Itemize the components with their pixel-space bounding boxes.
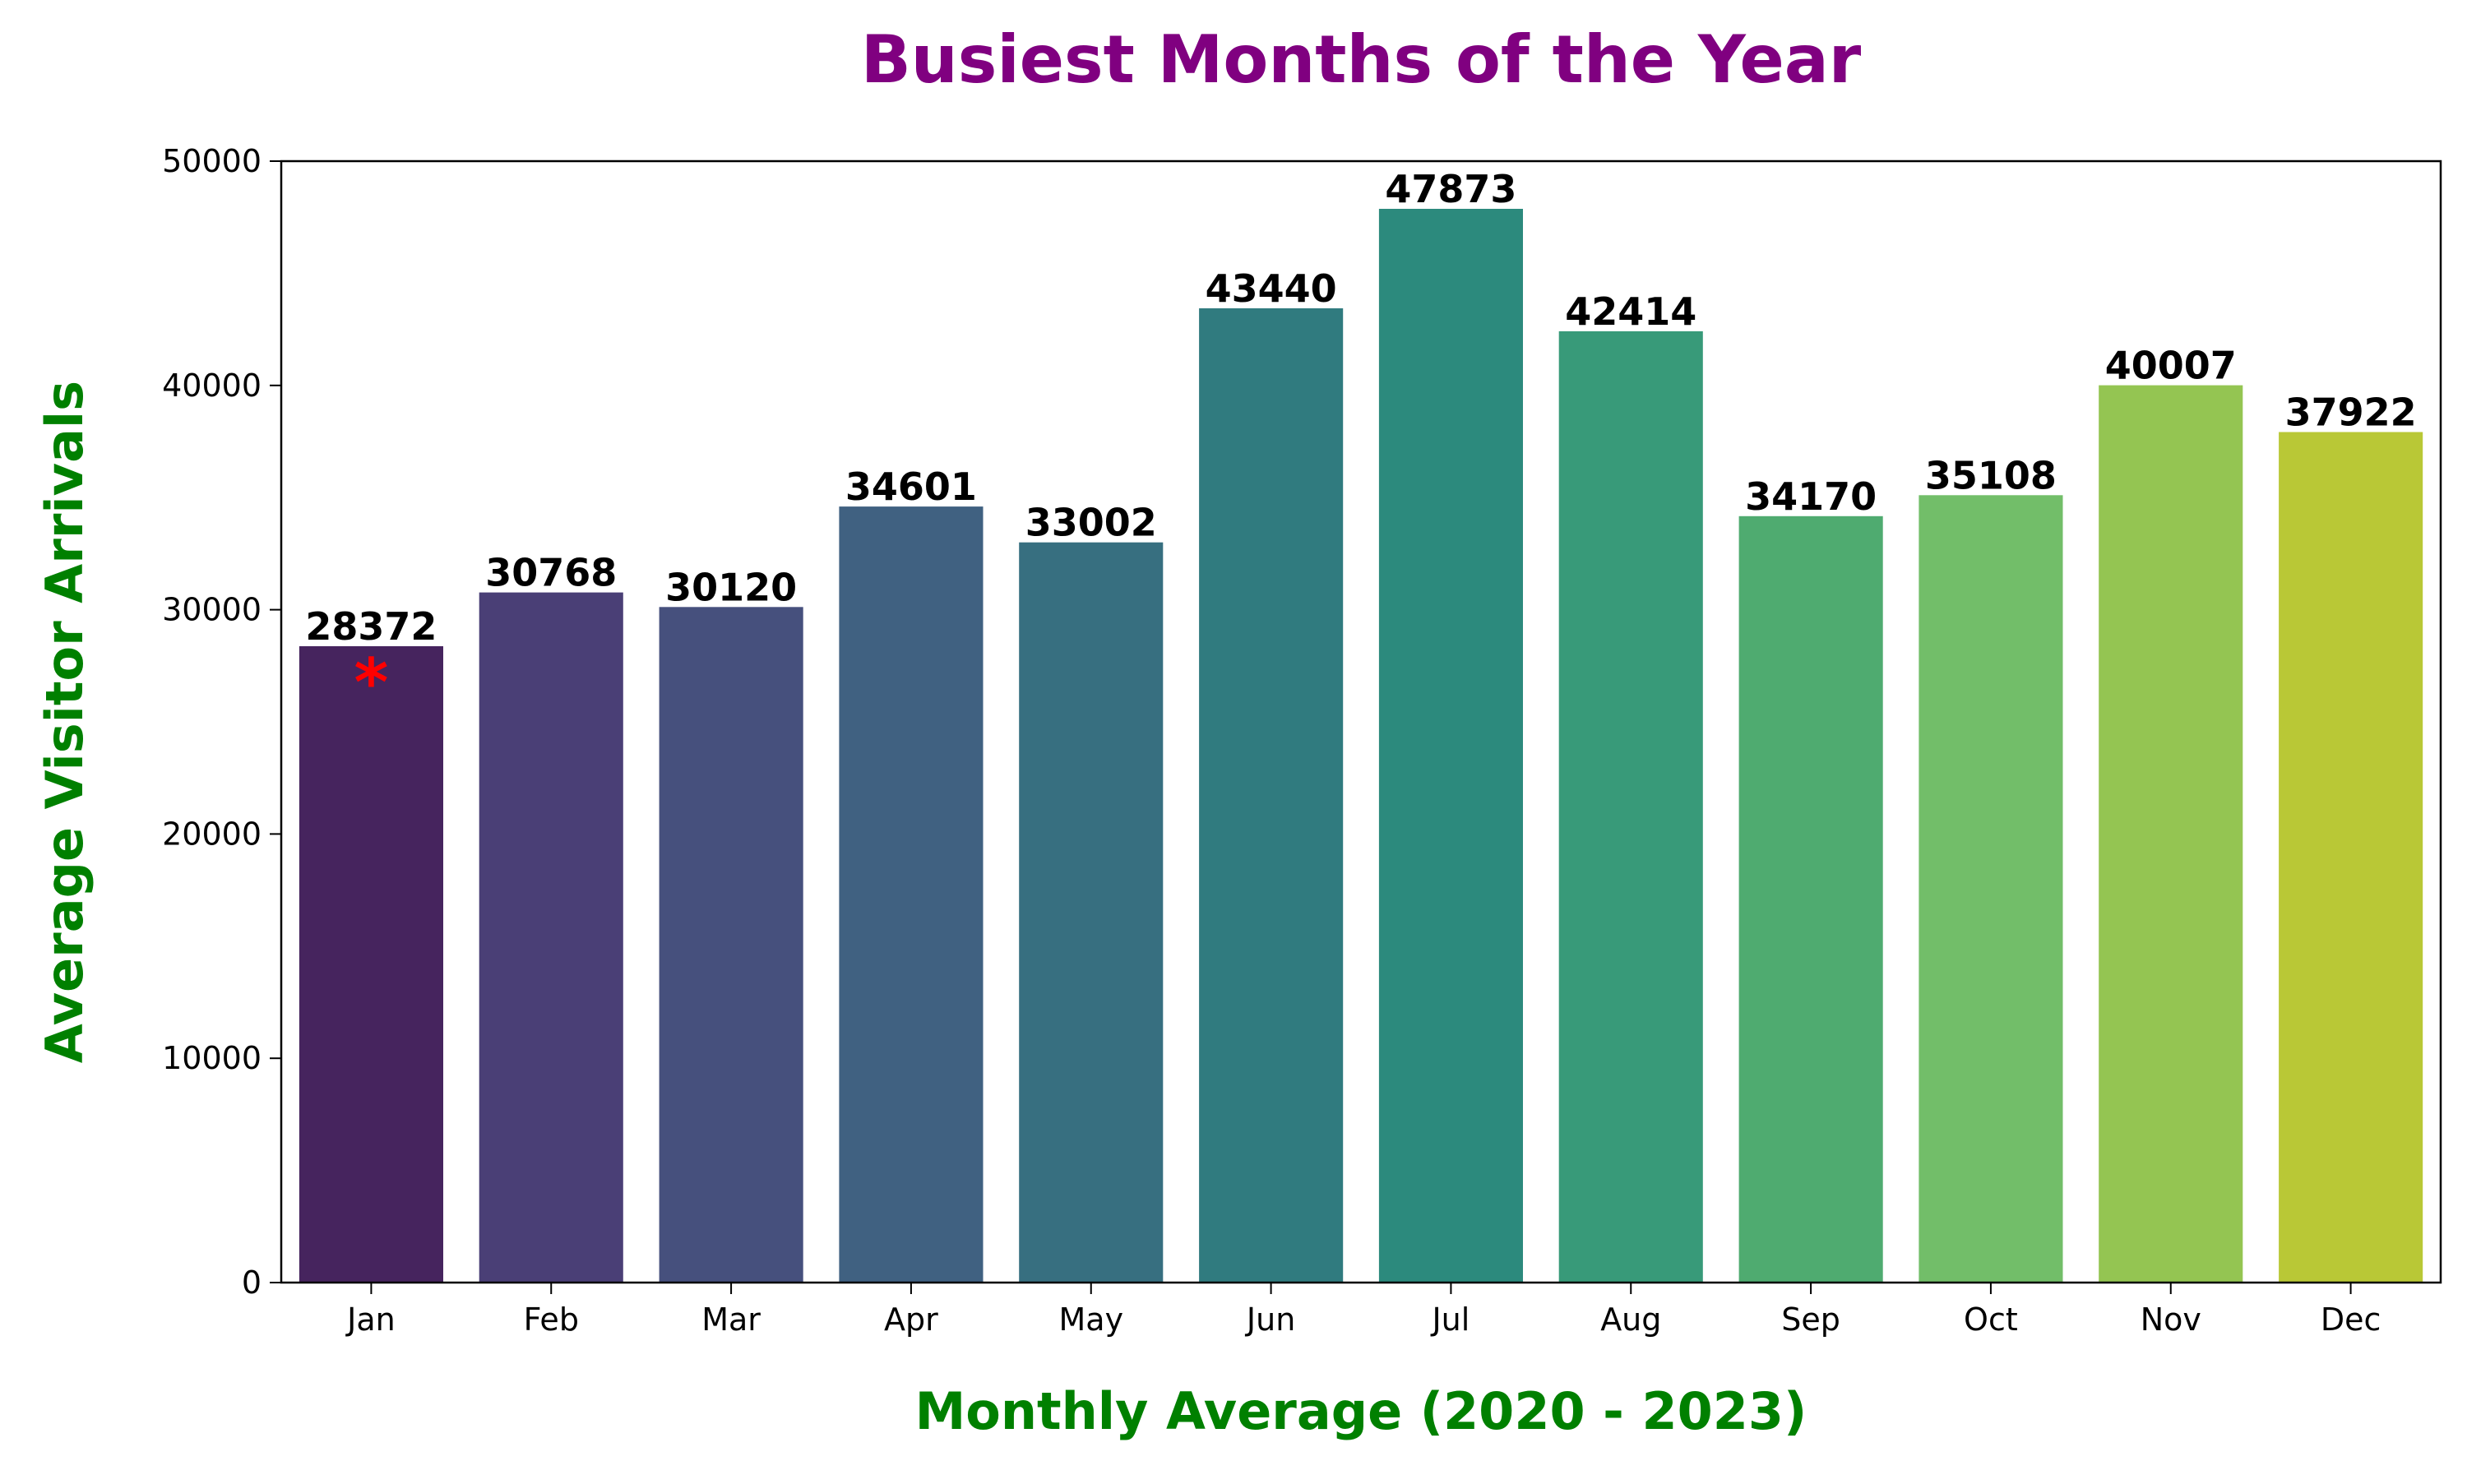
data-label-jan: 28372 bbox=[305, 604, 437, 649]
x-tick-label-may: May bbox=[1059, 1301, 1124, 1338]
bar-aug bbox=[1558, 331, 1703, 1283]
bar-jul bbox=[1378, 209, 1523, 1283]
bar-sep bbox=[1738, 515, 1883, 1283]
x-tick-label-apr: Apr bbox=[884, 1301, 938, 1338]
data-label-dec: 37922 bbox=[2285, 391, 2417, 435]
x-tick-label-mar: Mar bbox=[701, 1301, 761, 1338]
bar-feb bbox=[479, 592, 623, 1283]
data-label-feb: 30768 bbox=[485, 551, 617, 595]
x-tick-label-oct: Oct bbox=[1964, 1301, 2018, 1338]
x-axis-label: Monthly Average (2020 - 2023) bbox=[915, 1381, 1807, 1441]
data-label-jul: 47873 bbox=[1385, 167, 1516, 211]
data-label-jun: 43440 bbox=[1206, 266, 1337, 311]
data-label-oct: 35108 bbox=[1925, 453, 2057, 497]
data-label-nov: 40007 bbox=[2105, 344, 2237, 388]
highlight-marker: * bbox=[354, 645, 388, 721]
bar-apr bbox=[839, 506, 984, 1283]
bar-nov bbox=[2099, 385, 2243, 1283]
x-tick-label-aug: Aug bbox=[1600, 1301, 1661, 1338]
y-axis-label: Average Visitor Arrivals bbox=[35, 381, 95, 1063]
bar-may bbox=[1019, 542, 1164, 1283]
data-label-mar: 30120 bbox=[665, 565, 797, 609]
x-tick-label-jan: Jan bbox=[345, 1301, 396, 1338]
bar-mar bbox=[659, 607, 803, 1283]
bar-oct bbox=[1919, 495, 2063, 1283]
x-tick-label-nov: Nov bbox=[2141, 1301, 2201, 1338]
y-tick-label-40000: 40000 bbox=[162, 368, 262, 404]
y-tick-label-0: 0 bbox=[242, 1264, 262, 1301]
plot-area: 28372 Jan 30768 Feb 30120 Mar 34601 Apr 33002 May… bbox=[162, 143, 2442, 1338]
y-tick-label-50000: 50000 bbox=[162, 143, 262, 179]
bar-jun bbox=[1199, 308, 1344, 1283]
data-label-may: 33002 bbox=[1025, 501, 1157, 545]
chart-title: Busiest Months of the Year bbox=[861, 21, 1862, 98]
x-tick-label-feb: Feb bbox=[524, 1301, 579, 1338]
data-label-sep: 34170 bbox=[1745, 474, 1877, 519]
bar-dec bbox=[2279, 432, 2423, 1283]
x-tick-label-sep: Sep bbox=[1781, 1301, 1840, 1338]
bar-jan bbox=[299, 646, 443, 1283]
x-tick-label-dec: Dec bbox=[2321, 1301, 2381, 1338]
data-label-aug: 42414 bbox=[1565, 289, 1696, 334]
y-tick-label-30000: 30000 bbox=[162, 592, 262, 628]
x-tick-label-jul: Jul bbox=[1430, 1301, 1470, 1338]
y-tick-label-10000: 10000 bbox=[162, 1040, 262, 1076]
data-label-apr: 34601 bbox=[845, 465, 977, 509]
x-tick-label-jun: Jun bbox=[1245, 1301, 1295, 1338]
plot-frame bbox=[280, 159, 2442, 1284]
y-tick-label-20000: 20000 bbox=[162, 816, 262, 852]
